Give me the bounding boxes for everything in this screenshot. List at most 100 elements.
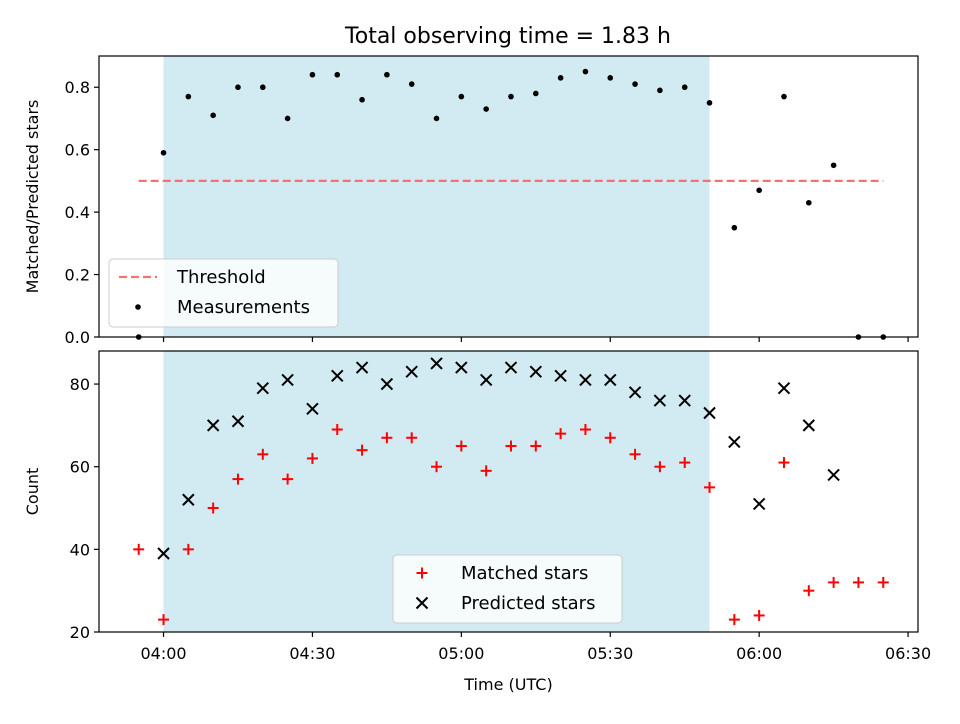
data-point: [257, 448, 269, 460]
panel-1: 0.0 0.2 0.4 0.6 0.8 Matched/Predicted stars Th…: [23, 55, 919, 347]
data-point: [160, 149, 167, 156]
y-tick-label: 0.8: [65, 78, 90, 97]
data-point: [158, 614, 170, 626]
data-point: [533, 90, 539, 97]
data-point: [207, 502, 219, 514]
x-stroke-b: [579, 373, 592, 387]
data-point: [654, 461, 666, 473]
x-axis-label: Time (UTC): [463, 675, 552, 694]
x-stroke-b: [157, 547, 170, 560]
x-stroke-b: [455, 361, 468, 374]
data-point: [334, 71, 341, 78]
y-axis-label: Matched/Predicted stars: [23, 100, 42, 294]
y-axis-label: Count: [23, 468, 42, 516]
data-point: [431, 461, 443, 473]
x-stroke-b: [331, 369, 344, 383]
data-point: [657, 87, 663, 94]
data-point: [505, 440, 517, 452]
x-stroke-b: [380, 377, 394, 391]
data-point: [653, 394, 667, 407]
data-point: [359, 96, 365, 103]
y-tick-label: 60: [70, 458, 90, 477]
data-point: [406, 432, 418, 444]
data-point: [877, 576, 889, 588]
x-tick-label: 04:00: [140, 644, 186, 663]
data-point: [579, 373, 592, 387]
legend-label: Predicted stars: [461, 593, 595, 614]
legend-handle: [135, 304, 141, 310]
data-point: [381, 432, 393, 444]
data-point: [182, 543, 194, 555]
data-point: [802, 419, 816, 432]
x-stroke-b: [554, 369, 567, 383]
data-point: [828, 576, 840, 588]
data-point: [504, 361, 518, 374]
legend-label: Measurements: [177, 297, 310, 318]
data-point: [210, 112, 216, 119]
data-point: [355, 361, 369, 374]
x-stroke-b: [703, 406, 716, 420]
x-stroke-b: [604, 373, 617, 387]
data-point: [455, 440, 467, 452]
data-point: [806, 199, 812, 206]
data-point: [555, 428, 567, 440]
legend-label: Matched stars: [461, 563, 588, 584]
y-tick-label: 0.4: [65, 203, 90, 222]
data-point: [706, 100, 713, 106]
data-point: [778, 457, 790, 469]
x-stroke-b: [281, 373, 294, 387]
legend-label: Threshold: [176, 267, 266, 288]
data-point: [852, 576, 864, 588]
data-point: [678, 394, 691, 407]
data-point: [356, 444, 368, 456]
data-point: [530, 440, 542, 452]
data-point: [579, 424, 591, 436]
data-point: [679, 457, 691, 469]
data-point: [483, 106, 489, 112]
data-point: [480, 465, 492, 477]
x-stroke-b: [802, 419, 816, 432]
axes-frame: [98, 350, 919, 633]
data-point: [455, 361, 468, 374]
y-tick-label: 0.2: [65, 266, 90, 285]
data-point: [232, 473, 244, 485]
legend-handle: [415, 596, 429, 610]
x-tick-label: 06:30: [885, 644, 931, 663]
data-point: [380, 377, 394, 391]
x-stroke-b: [256, 381, 270, 395]
data-point: [284, 115, 291, 122]
data-point: [235, 84, 241, 91]
data-point: [182, 493, 195, 506]
x-tick-label: 05:30: [587, 644, 633, 663]
data-point: [681, 84, 688, 91]
data-point: [281, 373, 294, 387]
legend-box: [108, 258, 339, 328]
data-point: [703, 406, 716, 420]
x-stroke-b: [430, 357, 443, 370]
data-point: [306, 452, 318, 464]
data-point: [408, 81, 415, 87]
x-stroke-b: [504, 361, 518, 374]
y-tick-label: 0.0: [65, 328, 90, 347]
data-point: [458, 93, 465, 100]
data-point: [629, 448, 641, 460]
x-stroke-b: [231, 415, 245, 428]
data-point: [256, 381, 270, 395]
data-point: [430, 357, 443, 370]
y-tick-label: 20: [70, 623, 90, 642]
x-stroke-b: [415, 596, 429, 610]
figure-title: Total observing time = 1.83 h: [344, 24, 671, 49]
data-point: [557, 75, 564, 81]
data-point: [781, 93, 787, 100]
data-point: [632, 81, 638, 87]
data-point: [306, 402, 319, 416]
x-stroke-b: [777, 381, 791, 395]
data-point: [604, 432, 616, 444]
data-point: [628, 386, 642, 399]
legend-handle: [416, 567, 428, 579]
x-stroke-b: [678, 394, 691, 407]
data-point: [260, 84, 266, 91]
legend-box: [392, 554, 623, 624]
data-point: [433, 115, 440, 122]
